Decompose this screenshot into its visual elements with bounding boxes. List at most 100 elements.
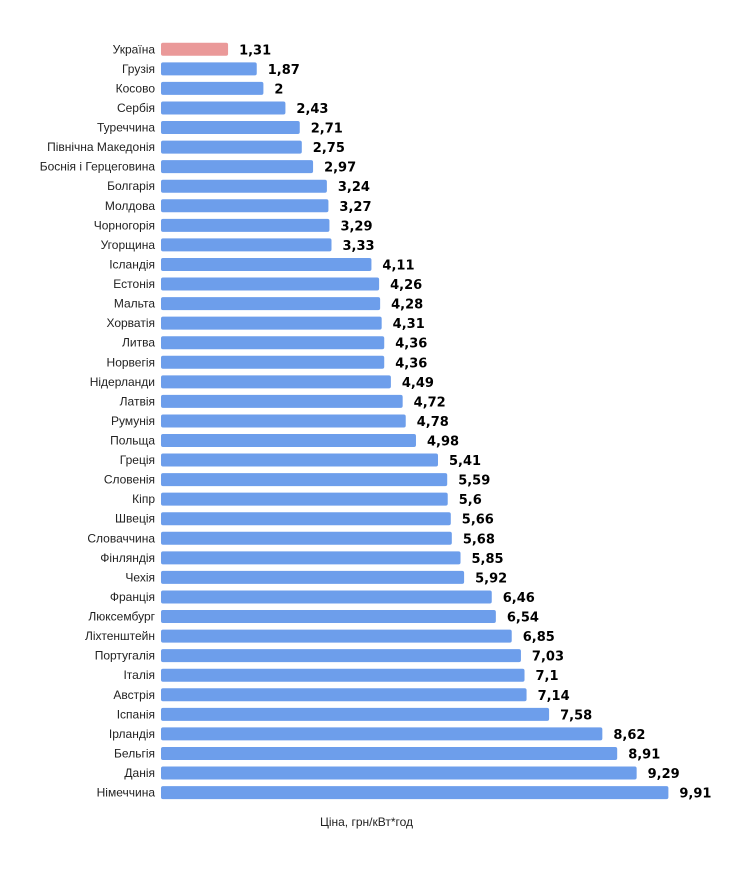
value-label: 2,97	[324, 161, 356, 176]
category-label: Греція	[120, 453, 155, 467]
bar	[161, 473, 448, 487]
category-label: Ірландія	[109, 727, 155, 741]
bar	[161, 512, 451, 526]
category-label: Норвегія	[107, 355, 155, 369]
bar	[161, 414, 406, 428]
bar	[161, 766, 637, 780]
bar	[161, 649, 521, 663]
bar	[161, 786, 669, 800]
bar	[161, 199, 329, 213]
value-label: 5,92	[475, 571, 507, 586]
bar	[161, 140, 302, 154]
bar	[161, 160, 314, 174]
value-label: 8,62	[613, 728, 645, 743]
category-label: Чехія	[125, 570, 155, 584]
bar	[161, 179, 327, 193]
bar	[161, 257, 372, 271]
value-label: 4,36	[395, 337, 427, 352]
bar	[161, 492, 448, 506]
bar	[161, 570, 465, 584]
category-label: Грузія	[122, 62, 155, 76]
bar	[161, 590, 492, 604]
bar	[161, 62, 257, 76]
value-label: 5,68	[463, 532, 495, 547]
value-label: 2,71	[311, 122, 343, 137]
value-label: 4,31	[393, 317, 425, 332]
category-label: Франція	[110, 590, 155, 604]
value-label: 5,59	[458, 474, 490, 489]
bar	[161, 394, 403, 408]
bar	[161, 707, 550, 721]
category-label: Польща	[110, 434, 155, 448]
value-label: 6,54	[507, 611, 539, 626]
category-label: Боснія і Герцеговина	[40, 160, 156, 174]
value-label: 6,46	[503, 591, 535, 606]
category-label: Мальта	[114, 297, 155, 311]
category-label: Італія	[123, 668, 155, 682]
value-label: 7,1	[536, 669, 559, 684]
value-label: 3,29	[340, 219, 372, 234]
category-label: Іспанія	[117, 707, 155, 721]
category-label: Угорщина	[101, 238, 156, 252]
value-label: 2,75	[313, 141, 345, 156]
bar	[161, 42, 229, 56]
value-label: 9,29	[648, 767, 680, 782]
value-label: 4,26	[390, 278, 422, 293]
bar	[161, 355, 385, 369]
value-label: 9,91	[679, 787, 711, 802]
value-label: 4,78	[417, 415, 449, 430]
bar	[161, 81, 264, 95]
value-label: 5,41	[449, 454, 481, 469]
value-label: 4,72	[414, 395, 446, 410]
bar	[161, 121, 300, 135]
value-label: 7,58	[560, 708, 592, 723]
value-label: 4,98	[427, 435, 459, 450]
category-label: Литва	[122, 336, 155, 350]
value-label: 2,43	[296, 102, 328, 117]
bar	[161, 746, 618, 760]
value-label: 7,03	[532, 650, 564, 665]
bar	[161, 434, 416, 447]
value-label: 8,91	[628, 747, 660, 762]
value-label: 2	[274, 82, 283, 97]
value-label: 3,27	[339, 200, 371, 215]
bar	[161, 238, 332, 252]
category-label: Чорногорія	[94, 218, 155, 232]
category-label: Туреччина	[97, 121, 155, 135]
bar	[161, 218, 330, 232]
category-label: Румунія	[111, 414, 155, 428]
category-label: Бельгія	[114, 746, 155, 760]
bar	[161, 610, 496, 624]
category-label: Хорватія	[106, 316, 155, 330]
bar	[161, 101, 286, 115]
category-label: Північна Македонія	[47, 140, 155, 154]
category-label: Молдова	[105, 199, 155, 213]
category-label: Німеччина	[97, 786, 156, 800]
category-label: Україна	[113, 42, 156, 56]
category-label: Естонія	[113, 277, 155, 291]
category-label: Люксембург	[88, 610, 155, 624]
category-label: Фінляндія	[100, 551, 155, 565]
category-label: Ліхтенштейн	[85, 629, 155, 643]
bar	[161, 531, 452, 545]
bar	[161, 727, 603, 741]
category-label: Австрія	[113, 688, 155, 702]
category-label: Кіпр	[132, 492, 155, 506]
bar	[161, 316, 382, 330]
bar	[161, 375, 391, 389]
value-label: 4,28	[391, 298, 423, 313]
category-label: Косово	[116, 81, 156, 95]
value-label: 4,36	[395, 356, 427, 371]
x-axis-title: Ціна, грн/кВт*год	[319, 815, 414, 829]
category-label: Сербія	[117, 101, 155, 115]
category-label: Нідерланди	[90, 375, 155, 389]
value-label: 4,49	[402, 376, 434, 391]
value-label: 7,14	[538, 689, 570, 704]
value-label: 5,6	[459, 493, 482, 508]
value-label: 1,31	[239, 43, 271, 58]
category-label: Португалія	[95, 649, 155, 663]
value-label: 6,85	[523, 630, 555, 645]
category-label: Латвія	[120, 394, 155, 408]
category-label: Ісландія	[109, 257, 155, 271]
